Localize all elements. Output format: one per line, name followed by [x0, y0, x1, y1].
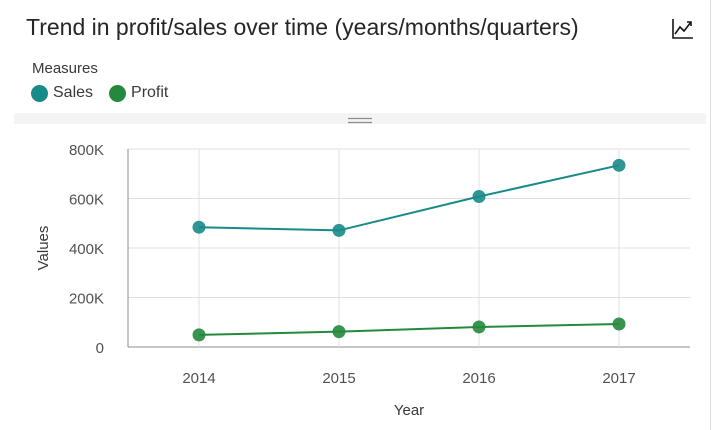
data-point-profit — [192, 328, 206, 342]
y-tick-label: 0 — [96, 340, 104, 357]
widget-title: Trend in profit/sales over time (years/m… — [26, 14, 579, 40]
data-point-profit — [472, 320, 486, 334]
legend-item-profit[interactable]: Profit — [109, 84, 168, 102]
data-point-sales — [332, 223, 346, 237]
x-tick-label: 2017 — [602, 370, 635, 387]
series-line-profit — [198, 322, 620, 336]
x-tick-label: 2016 — [462, 370, 495, 387]
resize-handle[interactable] — [14, 113, 706, 124]
chart-type-button[interactable] — [670, 16, 696, 42]
x-tick-label: 2015 — [322, 370, 355, 387]
data-point-profit — [612, 317, 626, 331]
legend-item-sales[interactable]: Sales — [31, 84, 93, 102]
drag-handle-icon — [348, 117, 372, 124]
data-point-sales — [472, 190, 486, 204]
series-line-sales — [198, 164, 620, 232]
x-tick-label: 2014 — [182, 370, 215, 387]
y-tick-label: 800K — [69, 142, 104, 159]
legend-swatch-profit — [109, 84, 127, 102]
legend-label-sales: Sales — [53, 84, 94, 101]
y-tick-label: 400K — [69, 241, 104, 258]
legend: Sales Profit — [31, 84, 184, 102]
y-tick-label: 200K — [69, 291, 104, 308]
line-chart-icon — [672, 19, 693, 39]
y-tick-label: 600K — [69, 192, 104, 209]
legend-label-profit: Profit — [131, 84, 169, 101]
data-point-sales — [192, 220, 206, 234]
panel-border — [710, 0, 711, 430]
data-point-sales — [612, 158, 626, 172]
y-axis-title: Values — [35, 226, 52, 271]
data-point-profit — [332, 325, 346, 339]
legend-title: Measures — [32, 60, 98, 77]
x-axis-title: Year — [394, 402, 424, 419]
legend-swatch-sales — [31, 84, 48, 102]
